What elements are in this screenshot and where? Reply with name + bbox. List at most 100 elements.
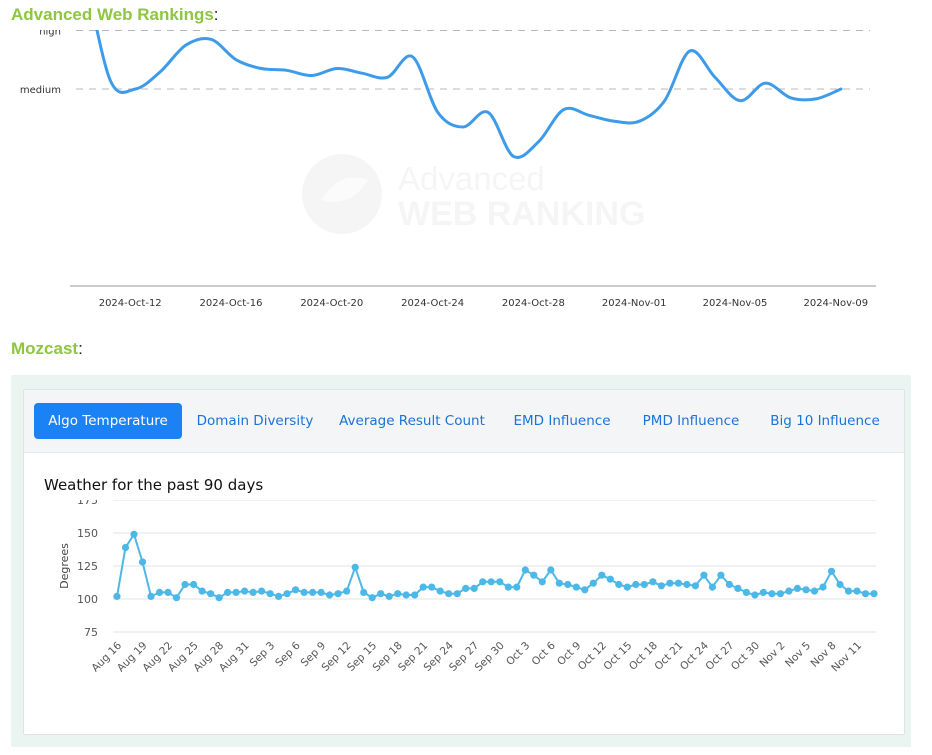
mozcast-data-point[interactable] (385, 592, 393, 600)
mozcast-data-point[interactable] (402, 591, 410, 599)
mozcast-data-point[interactable] (564, 580, 572, 589)
mozcast-data-point[interactable] (283, 590, 291, 598)
mozcast-data-point[interactable] (666, 579, 674, 587)
mozcast-data-point[interactable] (734, 584, 742, 592)
mozcast-data-point[interactable] (300, 588, 308, 596)
mozcast-data-point[interactable] (496, 578, 504, 586)
mozcast-data-point[interactable] (606, 575, 614, 583)
mozcast-data-point[interactable] (530, 571, 538, 579)
mozcast-data-point[interactable] (487, 578, 495, 586)
mozcast-data-point[interactable] (198, 587, 206, 595)
mozcast-data-point[interactable] (309, 588, 317, 596)
mozcast-data-point[interactable] (759, 588, 768, 596)
mozcast-data-point[interactable] (640, 580, 648, 589)
mozcast-data-point[interactable] (768, 590, 776, 598)
mozcast-data-point[interactable] (317, 588, 325, 596)
mozcast-data-point[interactable] (623, 583, 631, 591)
mozcast-data-point[interactable] (802, 586, 810, 594)
mozcast-data-point[interactable] (368, 594, 376, 602)
mozcast-data-point[interactable] (683, 580, 691, 589)
mozcast-data-point[interactable] (360, 588, 368, 596)
mozcast-data-point[interactable] (190, 580, 198, 589)
mozcast-data-point[interactable] (155, 588, 164, 596)
mozcast-data-point[interactable] (326, 591, 334, 599)
mozcast-data-point[interactable] (589, 579, 597, 587)
mozcast-data-point[interactable] (649, 578, 657, 586)
tab-domain-diversity[interactable]: Domain Diversity (196, 413, 314, 429)
mozcast-data-point[interactable] (394, 590, 402, 598)
mozcast-data-point[interactable] (751, 591, 759, 599)
mozcast-data-point[interactable] (555, 579, 563, 587)
mozcast-data-point[interactable] (632, 580, 640, 589)
mozcast-data-point[interactable] (870, 590, 878, 598)
tab-pmd-influence[interactable]: PMD Influence (642, 413, 740, 429)
mozcast-data-point[interactable] (436, 587, 444, 595)
mozcast-data-point[interactable] (598, 571, 606, 579)
mozcast-data-point[interactable] (419, 583, 427, 591)
mozcast-data-point[interactable] (691, 582, 700, 590)
mozcast-data-point[interactable] (844, 587, 853, 595)
mozcast-data-point[interactable] (853, 587, 861, 595)
mozcast-data-point[interactable] (232, 588, 240, 596)
mozcast-data-point[interactable] (411, 591, 419, 599)
mozcast-data-point[interactable] (708, 583, 717, 591)
awr-x-tick-label: 2024-Oct-20 (300, 298, 363, 309)
mozcast-data-point[interactable] (717, 571, 725, 579)
tab-algo-temperature[interactable]: Algo Temperature (34, 403, 182, 439)
mozcast-data-point[interactable] (513, 583, 521, 591)
mozcast-data-point[interactable] (657, 582, 666, 590)
mozcast-data-point[interactable] (827, 567, 836, 575)
mozcast-data-point[interactable] (121, 543, 130, 552)
mozcast-data-point[interactable] (479, 578, 487, 586)
mozcast-data-point[interactable] (249, 588, 257, 596)
mozcast-data-point[interactable] (207, 590, 215, 598)
mozcast-data-point[interactable] (292, 586, 300, 594)
mozcast-data-point[interactable] (793, 584, 802, 592)
tab-big-10-influence[interactable]: Big 10 Influence (770, 413, 880, 429)
mozcast-data-point[interactable] (258, 587, 266, 595)
mozcast-data-point[interactable] (776, 590, 785, 598)
mozcast-data-point[interactable] (215, 594, 223, 602)
mozcast-data-point[interactable] (615, 580, 623, 589)
mozcast-data-point[interactable] (819, 583, 827, 591)
mozcast-data-point[interactable] (572, 583, 580, 591)
mozcast-data-point[interactable] (538, 578, 546, 586)
mozcast-x-tick-label: Oct 30 (729, 640, 762, 673)
mozcast-data-point[interactable] (224, 588, 232, 596)
mozcast-data-point[interactable] (275, 592, 283, 600)
mozcast-data-point[interactable] (547, 566, 555, 574)
mozcast-data-point[interactable] (742, 588, 751, 596)
mozcast-data-point[interactable] (113, 592, 121, 600)
mozcast-data-point[interactable] (725, 580, 734, 589)
mozcast-data-point[interactable] (810, 587, 819, 595)
mozcast-data-point[interactable] (453, 590, 461, 598)
mozcast-data-point[interactable] (164, 588, 172, 596)
mozcast-data-point[interactable] (266, 590, 274, 598)
mozcast-chart-heading: Weather for the past 90 days (44, 476, 264, 494)
mozcast-data-point[interactable] (334, 590, 342, 598)
mozcast-data-point[interactable] (470, 584, 478, 592)
mozcast-data-point[interactable] (172, 594, 181, 602)
tab-average-result-count[interactable]: Average Result Count (339, 413, 485, 429)
mozcast-data-point[interactable] (462, 584, 470, 592)
tab-emd-influence[interactable]: EMD Influence (513, 413, 611, 429)
mozcast-data-point[interactable] (785, 587, 793, 595)
mozcast-data-point[interactable] (377, 590, 385, 598)
mozcast-data-point[interactable] (700, 571, 708, 579)
mozcast-data-point[interactable] (504, 583, 512, 591)
mozcast-data-point[interactable] (521, 566, 529, 574)
mozcast-data-point[interactable] (181, 580, 189, 589)
mozcast-data-point[interactable] (351, 563, 359, 571)
mozcast-x-tick-label: Nov 5 (783, 640, 813, 670)
mozcast-data-point[interactable] (147, 592, 155, 600)
mozcast-data-point[interactable] (445, 590, 453, 598)
mozcast-data-point[interactable] (428, 583, 436, 591)
mozcast-data-point[interactable] (581, 586, 589, 594)
mozcast-data-point[interactable] (674, 579, 683, 587)
mozcast-data-point[interactable] (130, 530, 138, 538)
mozcast-data-point[interactable] (241, 587, 249, 595)
mozcast-data-point[interactable] (861, 590, 870, 598)
mozcast-data-point[interactable] (343, 587, 351, 595)
mozcast-data-point[interactable] (138, 558, 147, 566)
mozcast-data-point[interactable] (836, 580, 844, 589)
